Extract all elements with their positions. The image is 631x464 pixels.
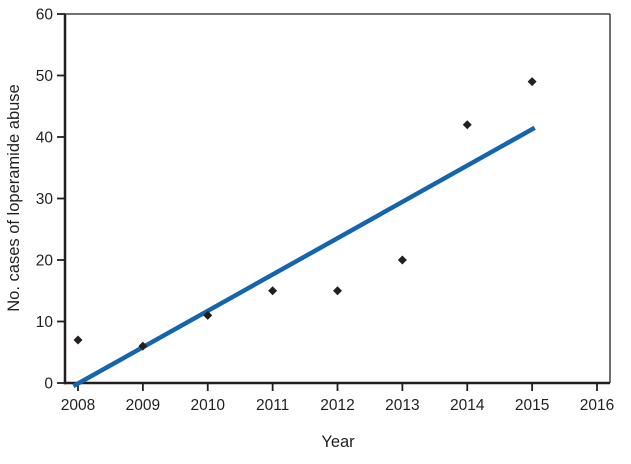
data-point-2013 — [397, 255, 407, 265]
x-axis-tick-label: 2014 — [450, 397, 485, 414]
x-axis-tick-label: 2012 — [320, 397, 354, 414]
data-point-2014 — [462, 120, 472, 130]
y-axis-tick-label: 10 — [36, 314, 54, 331]
x-axis-tick-label: 2016 — [580, 397, 614, 414]
data-point-2011 — [268, 286, 278, 296]
y-axis-title: No. cases of loperamide abuse — [4, 84, 23, 312]
y-axis-tick-label: 60 — [36, 6, 54, 23]
x-axis-tick-label: 2015 — [515, 397, 549, 414]
y-axis-tick-label: 0 — [44, 375, 53, 392]
y-axis-tick-label: 50 — [36, 68, 54, 85]
x-axis-title: Year — [321, 433, 355, 451]
x-axis-tick-label: 2011 — [256, 397, 289, 414]
y-axis-tick-label: 20 — [36, 252, 54, 269]
y-axis-tick-label: 40 — [36, 129, 54, 146]
x-axis-tick-label: 2013 — [385, 397, 419, 414]
y-axis-tick-label: 30 — [36, 191, 54, 208]
data-point-2008 — [73, 335, 83, 345]
data-point-2009 — [138, 341, 148, 351]
data-point-2010 — [203, 310, 213, 320]
x-axis-tick-label: 2008 — [61, 397, 95, 414]
x-axis-tick-label: 2009 — [126, 397, 160, 414]
data-point-2015 — [527, 77, 537, 87]
trend-line — [72, 125, 536, 389]
x-axis-tick-label: 2010 — [191, 397, 226, 414]
data-point-2012 — [333, 286, 342, 296]
